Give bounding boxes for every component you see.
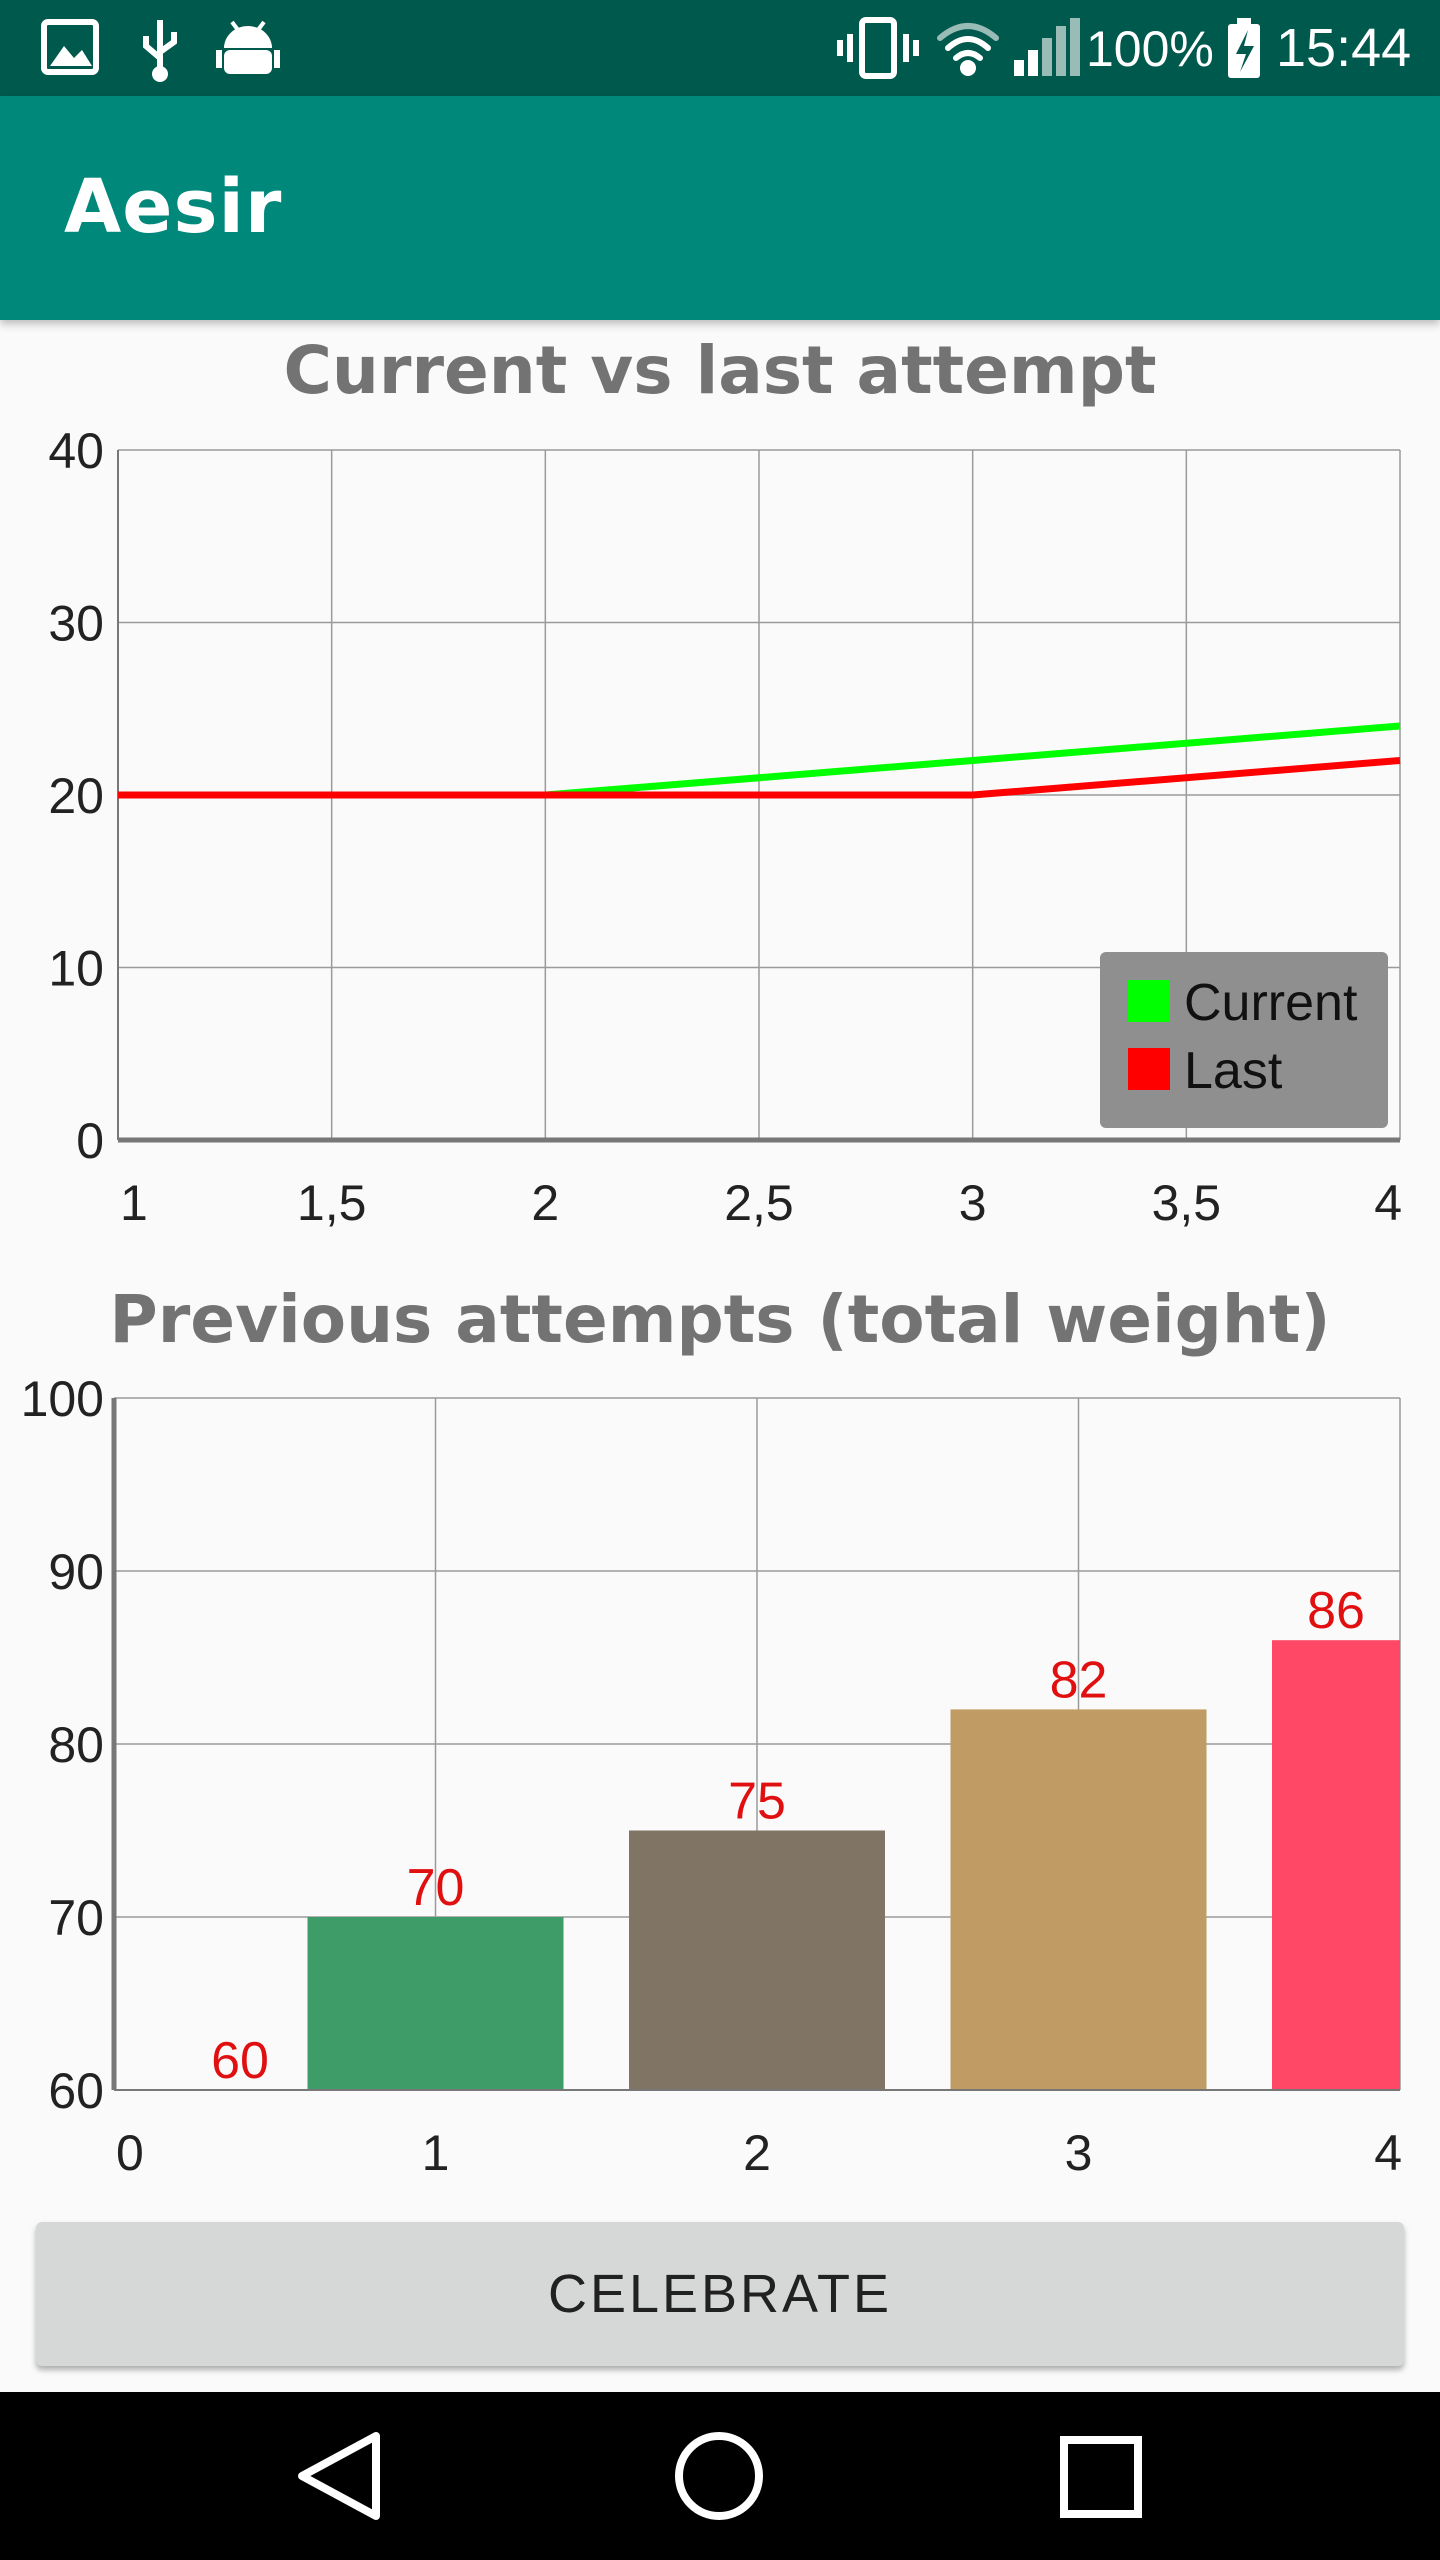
y-tick-label: 20 — [48, 768, 104, 824]
x-tick-label: 4 — [1374, 2125, 1402, 2180]
x-tick-label: 1,5 — [297, 1175, 367, 1231]
back-icon[interactable] — [280, 2426, 400, 2526]
series-line-last — [118, 757, 1401, 799]
bar-3 — [950, 1709, 1207, 2090]
x-tick-label: 3,5 — [1152, 1175, 1222, 1231]
x-tick-label: 0 — [116, 2125, 144, 2180]
signal-icon — [1014, 18, 1080, 76]
x-tick-label: 2 — [743, 2125, 771, 2180]
x-tick-label: 2,5 — [724, 1175, 794, 1231]
y-tick-label: 60 — [48, 2063, 104, 2119]
bar-value-label: 70 — [407, 1859, 465, 1917]
bar-2 — [629, 1830, 885, 2090]
celebrate-button[interactable]: CELEBRATE — [36, 2222, 1404, 2366]
bar-chart-title: Previous attempts (total weight) — [109, 1281, 1331, 1358]
x-tick-label: 3 — [1065, 2125, 1093, 2180]
x-tick-label: 4 — [1374, 1175, 1402, 1231]
legend-swatch-current — [1128, 980, 1170, 1022]
status-bar: 100% 15:44 — [0, 0, 1440, 96]
battery-charging-icon — [1228, 18, 1260, 78]
y-tick-label: 100 — [21, 1371, 104, 1427]
x-tick-label: 1 — [120, 1175, 148, 1231]
legend-swatch-last — [1128, 1048, 1170, 1090]
bar-value-label: 75 — [728, 1773, 786, 1831]
battery-percent: 100% — [1086, 21, 1214, 77]
line-chart-title: Current vs last attempt — [283, 332, 1157, 409]
status-time: 15:44 — [1276, 18, 1411, 78]
y-tick-label: 10 — [48, 941, 104, 997]
recents-icon[interactable] — [1060, 2436, 1142, 2518]
bar-value-label: 82 — [1050, 1651, 1108, 1709]
x-tick-label: 1 — [422, 2125, 450, 2180]
x-tick-label: 3 — [959, 1175, 987, 1231]
home-icon[interactable] — [675, 2432, 763, 2520]
y-tick-label: 30 — [48, 596, 104, 652]
legend-label-current: Current — [1184, 974, 1358, 1032]
x-tick-label: 2 — [531, 1175, 559, 1231]
bar-value-label: 86 — [1307, 1582, 1365, 1640]
wifi-icon — [937, 23, 999, 76]
app-title: Aesir — [64, 164, 283, 250]
y-tick-label: 80 — [48, 1717, 104, 1773]
bar-chart: 0 1 2 3 4 60 70 80 90 100 60 70 75 82 86 — [21, 1371, 1402, 2180]
image-icon — [41, 19, 99, 75]
legend-label-last: Last — [1184, 1042, 1283, 1100]
vibrate-icon — [837, 17, 919, 79]
legend-box — [1100, 952, 1388, 1128]
android-debug-icon — [216, 20, 280, 74]
bar-4 — [1272, 1640, 1400, 2090]
usb-icon — [143, 20, 177, 82]
y-tick-label: 40 — [48, 423, 104, 479]
app-bar: Aesir — [0, 96, 1440, 320]
nav-bar — [0, 2392, 1440, 2560]
bar-value-label: 60 — [211, 2032, 269, 2090]
y-tick-label: 70 — [48, 1890, 104, 1946]
y-tick-label: 0 — [76, 1113, 104, 1169]
y-tick-label: 90 — [48, 1544, 104, 1600]
bar-1 — [307, 1917, 564, 2090]
